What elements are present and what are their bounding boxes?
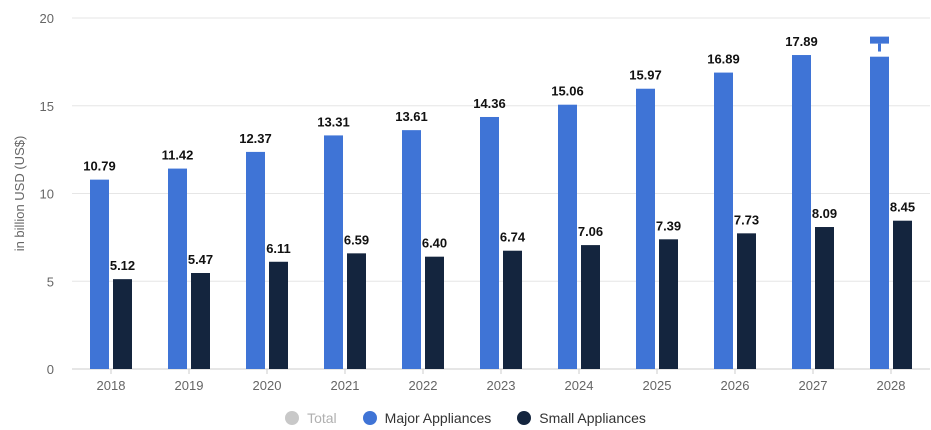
legend-swatch-small-appliances (517, 411, 532, 425)
data-label: 13.31 (317, 114, 350, 129)
legend-item-major-appliances[interactable]: Major Appliances (362, 410, 492, 426)
data-label: 15.97 (629, 68, 662, 83)
bar-small-appliances[interactable] (425, 256, 444, 369)
bar-major-appliances[interactable] (480, 116, 499, 370)
data-label: 6.74 (500, 230, 526, 245)
legend-swatch-total (285, 411, 300, 425)
bar-major-appliances[interactable] (324, 135, 343, 369)
legend-item-total[interactable]: Total (285, 410, 337, 426)
bar-major-appliances[interactable] (246, 151, 265, 369)
x-tick-label: 2027 (799, 378, 828, 393)
marker-stem (878, 43, 881, 52)
x-tick-label: 2019 (175, 378, 204, 393)
x-tick-label: 2018 (97, 378, 126, 393)
marker-gap (870, 51, 889, 57)
bar-major-appliances[interactable] (792, 55, 811, 370)
legend-label-total: Total (307, 410, 337, 426)
data-label: 14.36 (473, 96, 506, 111)
bar-small-appliances[interactable] (269, 261, 288, 369)
bars (90, 55, 912, 370)
data-label: 12.37 (239, 131, 272, 146)
y-tick-label: 0 (47, 362, 54, 377)
x-tick-label: 2021 (331, 378, 360, 393)
x-tick-label: 2028 (877, 378, 906, 393)
bar-major-appliances[interactable] (870, 56, 889, 370)
x-tick-label: 2026 (721, 378, 750, 393)
bar-major-appliances[interactable] (402, 130, 421, 369)
bar-major-appliances[interactable] (558, 104, 577, 370)
legend: Total Major Appliances Small Appliances (0, 410, 931, 426)
x-tick-label: 2023 (487, 378, 516, 393)
bar-major-appliances[interactable] (636, 88, 655, 369)
data-labels: 10.79 5.12 11.42 5.47 12.37 6.11 13.31 6.59 13.6… (83, 34, 915, 273)
bar-small-appliances[interactable] (815, 227, 834, 369)
bar-major-appliances[interactable] (168, 168, 187, 369)
y-tick-label: 5 (47, 274, 54, 289)
data-label: 7.06 (578, 224, 603, 239)
grid-lines (72, 17, 930, 370)
legend-label-small-appliances: Small Appliances (539, 410, 646, 426)
y-tick-label: 15 (40, 99, 54, 114)
data-label: 16.89 (707, 52, 740, 67)
bar-small-appliances[interactable] (347, 253, 366, 369)
bar-small-appliances[interactable] (503, 250, 522, 369)
data-label: 6.11 (266, 241, 291, 256)
bar-major-appliances[interactable] (90, 179, 109, 369)
data-label: 15.06 (551, 84, 584, 99)
bar-small-appliances[interactable] (893, 220, 912, 369)
bar-small-appliances[interactable] (659, 239, 678, 369)
data-label: 11.42 (162, 148, 194, 163)
forecast-marker-icon (870, 36, 889, 57)
data-label: 13.61 (395, 109, 428, 124)
x-tick-label: 2022 (409, 378, 438, 393)
data-label: 10.79 (83, 159, 116, 174)
data-label: 7.39 (656, 218, 681, 233)
y-axis: 0 5 10 15 20 (40, 11, 54, 377)
legend-label-major-appliances: Major Appliances (384, 410, 492, 426)
x-tick-label: 2024 (565, 378, 594, 393)
bar-major-appliances[interactable] (714, 72, 733, 369)
bar-small-appliances[interactable] (113, 279, 132, 369)
y-axis-label: in billion USD (US$) (12, 136, 27, 252)
data-label: 6.40 (422, 236, 447, 251)
legend-item-small-appliances[interactable]: Small Appliances (517, 410, 646, 426)
legend-swatch-major-appliances (362, 411, 377, 425)
data-label: 5.47 (188, 252, 213, 267)
marker-cap (870, 36, 889, 44)
bar-small-appliances[interactable] (581, 245, 600, 369)
data-label: 5.12 (110, 258, 135, 273)
y-tick-label: 20 (40, 11, 54, 26)
y-tick-label: 10 (40, 187, 54, 202)
x-axis: 2018 2019 2020 2021 2022 2023 2024 2025 2026 2027… (97, 369, 906, 393)
data-label: 6.59 (344, 232, 369, 247)
bar-small-appliances[interactable] (737, 233, 756, 369)
data-label: 8.45 (890, 200, 915, 215)
x-tick-label: 2020 (253, 378, 282, 393)
x-tick-label: 2025 (643, 378, 672, 393)
bar-small-appliances[interactable] (191, 273, 210, 369)
data-label: 7.73 (734, 212, 759, 227)
data-label: 17.89 (785, 34, 818, 49)
data-label: 8.09 (812, 206, 837, 221)
